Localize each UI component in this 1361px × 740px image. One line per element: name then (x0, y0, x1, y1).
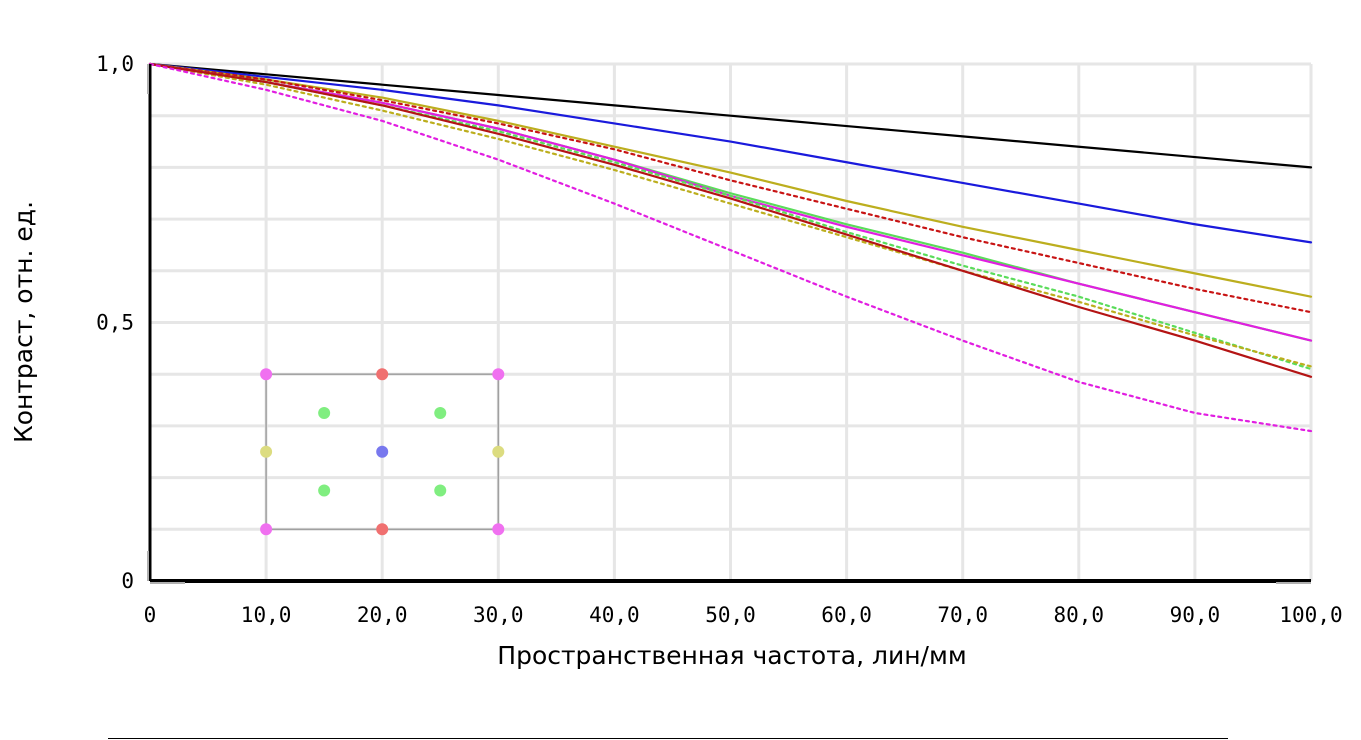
x-tick-label: 0 (144, 603, 157, 627)
x-tick-label: 40,0 (589, 603, 640, 627)
y-tick-label: 0,5 (96, 311, 134, 335)
field-point (318, 406, 331, 419)
field-points-inset (260, 368, 505, 536)
x-tick-label: 90,0 (1170, 603, 1221, 627)
series-line (148, 62, 1313, 244)
x-tick-label: 50,0 (705, 603, 756, 627)
series-line (148, 62, 1313, 433)
footer-divider (108, 738, 1228, 739)
y-tick-label: 1,0 (96, 52, 134, 76)
field-point (318, 484, 331, 497)
series-line (148, 62, 1313, 368)
y-axis-title: Контраст, отн. ед. (9, 201, 38, 443)
series-line (148, 62, 1313, 378)
field-point (376, 523, 389, 536)
x-axis-title: Пространственная частота, лин/мм (497, 641, 966, 670)
field-point (434, 406, 447, 419)
x-tick-label: 70,0 (937, 603, 988, 627)
x-tick-label: 80,0 (1054, 603, 1105, 627)
x-tick-label: 60,0 (821, 603, 872, 627)
series-line (148, 62, 1313, 169)
series-line (148, 62, 1313, 314)
field-point (434, 484, 447, 497)
field-point (492, 368, 505, 381)
x-tick-label: 30,0 (473, 603, 524, 627)
field-point (260, 368, 273, 381)
axes (147, 64, 1311, 584)
x-tick-labels: 0 10,0 20,0 30,0 40,0 50,0 60,0 70,0 80,0 90,0 100… (144, 603, 1343, 627)
x-tick-label: 10,0 (241, 603, 292, 627)
field-point (376, 368, 389, 381)
series-lines (148, 62, 1313, 433)
field-point (260, 445, 273, 458)
series-line (148, 62, 1313, 298)
y-tick-labels: 0 0,5 1,0 (96, 52, 134, 593)
y-tick-label: 0 (121, 569, 134, 593)
x-tick-label: 100,0 (1279, 603, 1342, 627)
field-point (376, 445, 389, 458)
field-point (492, 523, 505, 536)
x-tick-label: 20,0 (357, 603, 408, 627)
field-point (492, 445, 505, 458)
field-point (260, 523, 273, 536)
